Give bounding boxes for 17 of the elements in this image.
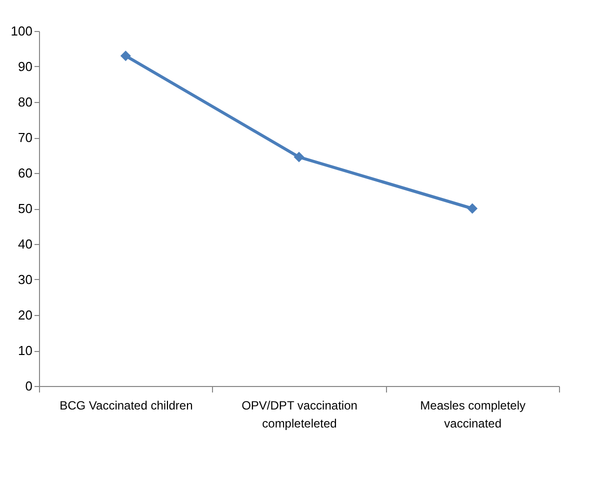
y-tick-label: 0 (25, 378, 32, 394)
y-tick-label: 40 (18, 236, 32, 252)
x-tick-label: Measles completely vaccinated (420, 398, 526, 430)
y-tick-label: 90 (18, 59, 32, 74)
y-tick-label: 70 (18, 130, 32, 145)
y-tick-label: 100 (10, 24, 32, 38)
point (467, 203, 478, 214)
point (294, 152, 304, 162)
y-tick-label: 80 (18, 94, 32, 110)
x-tick-label: OPV/DPT vaccination completeleted (242, 398, 358, 430)
y-tick-label: 10 (18, 343, 32, 358)
y-tick-label: 20 (18, 308, 32, 322)
y-tick-label: 60 (18, 166, 32, 180)
point (120, 50, 131, 62)
x-tick-label: BCG Vaccinated children (60, 398, 193, 412)
y-tick-label: 30 (18, 272, 32, 287)
y-tick-label: 50 (18, 201, 32, 216)
